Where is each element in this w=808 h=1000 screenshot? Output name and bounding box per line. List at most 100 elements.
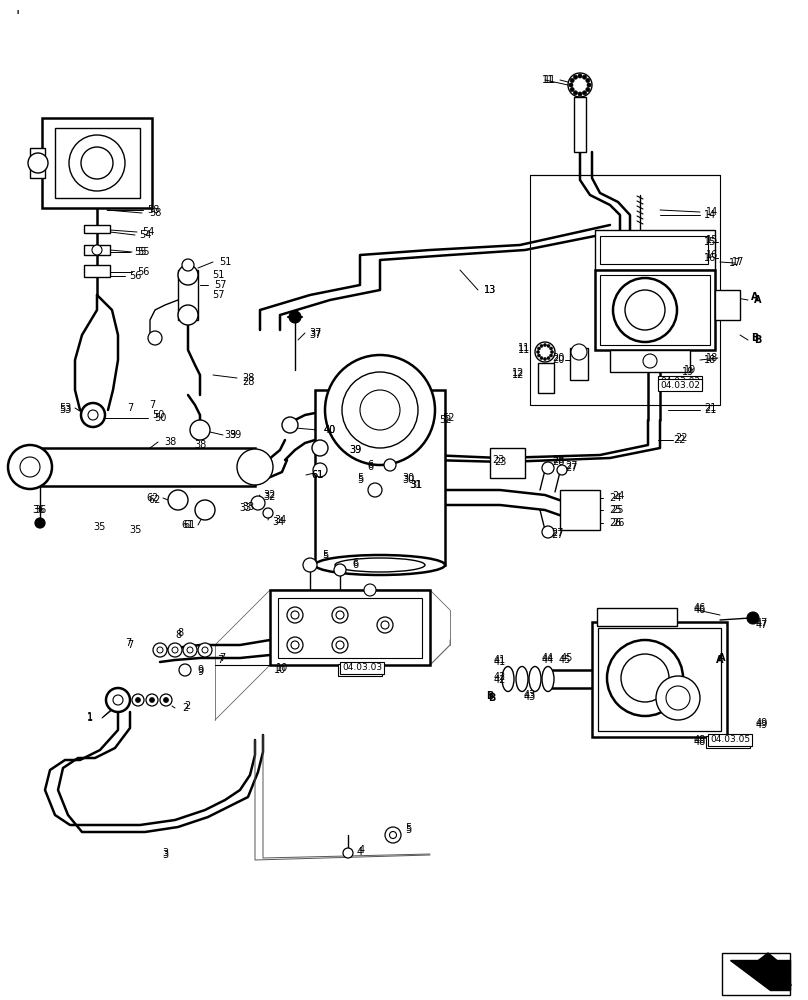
Text: 40: 40 [324,425,336,435]
Bar [570,348,588,380]
Text: 52: 52 [442,413,454,423]
Circle shape [547,357,550,360]
Bar [84,225,110,233]
Text: 12: 12 [511,370,524,380]
Bar [722,953,790,995]
Text: 39: 39 [224,430,236,440]
Text: 21: 21 [704,405,716,415]
Text: 38: 38 [194,440,206,450]
Text: 23: 23 [492,455,504,465]
Text: 17: 17 [732,257,744,267]
Circle shape [343,848,353,858]
Text: 1: 1 [87,713,93,723]
Text: 18: 18 [706,353,718,363]
Bar [30,448,255,486]
Circle shape [146,694,158,706]
Bar [30,148,45,178]
Text: 37: 37 [309,328,322,338]
Circle shape [113,695,123,705]
Bar [538,363,554,393]
Circle shape [172,647,178,653]
Text: 04.03.05: 04.03.05 [710,736,750,744]
Circle shape [287,637,303,653]
Circle shape [136,698,141,702]
Text: 28: 28 [552,457,564,467]
Text: 10: 10 [276,663,288,673]
Text: 2: 2 [184,701,190,711]
Text: 20: 20 [552,353,564,363]
Circle shape [287,607,303,623]
Circle shape [182,259,194,271]
Text: 47: 47 [755,620,768,630]
Bar [560,490,600,530]
Text: 55: 55 [137,247,149,257]
Circle shape [666,686,690,710]
Text: 36: 36 [32,505,44,515]
Bar [84,265,110,277]
Circle shape [148,331,162,345]
Text: 6: 6 [352,558,358,568]
Circle shape [336,611,344,619]
Text: 50: 50 [152,410,164,420]
Text: 15: 15 [706,235,718,245]
Text: 13: 13 [484,285,496,295]
Circle shape [377,617,393,633]
Circle shape [547,344,550,347]
Circle shape [364,584,376,596]
Text: 24: 24 [612,491,625,501]
Text: 22: 22 [675,433,688,443]
Circle shape [160,694,172,706]
Circle shape [583,75,587,79]
Text: 27: 27 [566,463,579,473]
Text: 61: 61 [312,470,324,480]
Text: B: B [755,335,762,345]
Text: 14: 14 [706,207,718,217]
Text: 22: 22 [674,435,686,445]
Text: 43: 43 [524,692,537,702]
Circle shape [535,342,555,362]
Text: 11: 11 [542,75,554,85]
Circle shape [195,500,215,520]
Text: 27: 27 [552,528,564,538]
Bar [178,270,198,320]
Text: 17: 17 [729,258,741,268]
Bar [600,236,708,264]
Circle shape [385,827,401,843]
Bar [595,270,715,350]
Text: 15: 15 [704,237,716,247]
Text: 7: 7 [219,653,225,663]
Text: 9: 9 [197,667,203,677]
Text: 45: 45 [561,653,573,663]
Text: 5: 5 [405,823,411,833]
Circle shape [202,647,208,653]
Circle shape [549,354,553,357]
Bar [595,230,715,270]
Circle shape [81,147,113,179]
Text: 40: 40 [324,425,336,435]
Circle shape [178,305,198,325]
Circle shape [557,465,567,475]
Text: 45: 45 [559,655,571,665]
Circle shape [88,410,98,420]
Text: 6: 6 [367,460,373,470]
Text: A: A [754,295,762,305]
Circle shape [149,698,154,702]
Text: 7: 7 [125,638,131,648]
Text: 24: 24 [608,493,621,503]
Circle shape [542,526,554,538]
Circle shape [542,462,554,474]
Text: 3: 3 [162,850,168,860]
Text: A: A [751,292,759,302]
Text: 34: 34 [274,515,286,525]
Text: A: A [718,653,726,663]
Circle shape [291,611,299,619]
Text: B: B [488,693,495,703]
Text: 7: 7 [217,655,223,665]
Text: 13: 13 [484,285,496,295]
Circle shape [332,607,348,623]
Text: 19: 19 [682,367,694,377]
Circle shape [263,508,273,518]
Circle shape [570,88,574,92]
Text: 27: 27 [566,461,579,471]
Text: 11: 11 [544,75,556,85]
